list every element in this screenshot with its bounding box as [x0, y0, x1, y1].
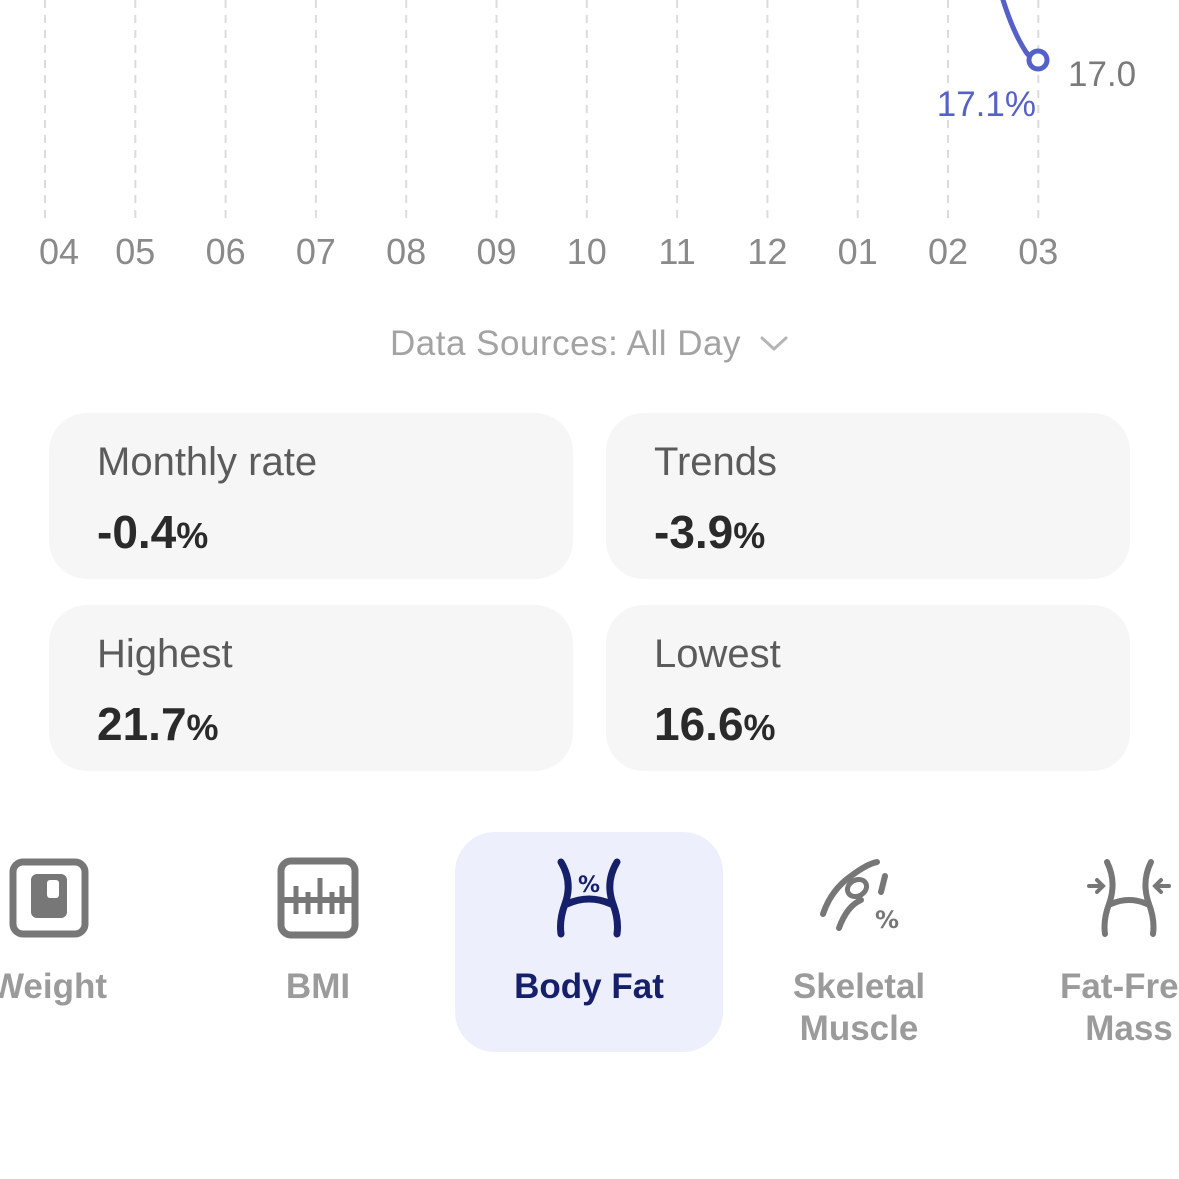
x-tick-label: 10	[567, 231, 607, 272]
fat-free-mass-icon	[1087, 859, 1171, 937]
metric-fat-free-mass-label: Fat-FreeMass	[1059, 967, 1179, 1048]
highest-label: Highest	[97, 632, 233, 676]
metric-weight[interactable]: Weight	[0, 832, 183, 1052]
x-tick-label: 04	[39, 231, 79, 272]
trends-card: Trends -3.9%	[606, 413, 1130, 579]
last-data-point[interactable]	[1026, 48, 1050, 72]
metric-bmi-label: BMI	[285, 967, 351, 1006]
x-tick-label: 09	[476, 231, 516, 272]
x-tick-label: 06	[206, 231, 246, 272]
monthly-rate-value: -0.4%	[97, 506, 209, 558]
metric-skeletal-muscle-label: Skeletal Muscle	[792, 967, 926, 1048]
metric-body-fat-label: Body Fat	[514, 967, 664, 1006]
chevron-down-icon	[760, 336, 788, 351]
svg-text:%: %	[875, 906, 899, 934]
last-point-label: 17.1%	[937, 85, 1036, 124]
highest-value: 21.7%	[97, 698, 219, 750]
metric-weight-label: Weight	[0, 967, 107, 1006]
metric-selector: Weight BMI % Body Fat %	[0, 832, 1179, 1062]
x-tick-label: 11	[658, 231, 695, 272]
lowest-card: Lowest 16.6%	[606, 605, 1130, 771]
trends-label: Trends	[654, 440, 778, 484]
metric-fat-free-mass[interactable]: Fat-FreeMass	[995, 832, 1179, 1052]
x-tick-label: 08	[386, 231, 426, 272]
x-tick-label: 12	[747, 231, 787, 272]
x-tick-label: 05	[115, 231, 155, 272]
body-fat-icon: %	[557, 858, 621, 938]
data-sources-label: Data Sources: All Day	[390, 324, 741, 363]
data-sources-dropdown[interactable]: Data Sources: All Day	[0, 320, 1179, 368]
x-tick-label: 02	[928, 231, 968, 272]
x-axis-ticks: 04 05 06 07 08 09 10 11 12 01 02 03	[39, 231, 1058, 272]
metric-bmi[interactable]: BMI	[184, 832, 452, 1052]
lowest-label: Lowest	[654, 632, 781, 676]
y-axis-value: 17.0	[1068, 55, 1136, 94]
metric-body-fat[interactable]: % Body Fat	[455, 832, 723, 1052]
x-tick-label: 07	[296, 231, 336, 272]
monthly-rate-card: Monthly rate -0.4%	[49, 413, 573, 579]
monthly-rate-label: Monthly rate	[97, 440, 318, 484]
x-tick-label: 01	[838, 231, 878, 272]
body-fat-trend-chart: 17.1% 17.0 04 05 06 07 08 09 10 11 12 01 02 03	[39, 0, 1136, 272]
muscle-arm-icon: %	[820, 859, 899, 934]
svg-text:%: %	[578, 873, 600, 898]
x-tick-label: 03	[1018, 231, 1058, 272]
bmi-ruler-icon	[277, 857, 359, 939]
scale-icon	[9, 858, 89, 938]
metric-skeletal-muscle[interactable]: % Skeletal Muscle	[725, 832, 993, 1052]
trends-value: -3.9%	[654, 506, 766, 558]
highest-card: Highest 21.7%	[49, 605, 573, 771]
chart-gridlines	[44, 0, 1040, 218]
lowest-value: 16.6%	[654, 698, 776, 750]
